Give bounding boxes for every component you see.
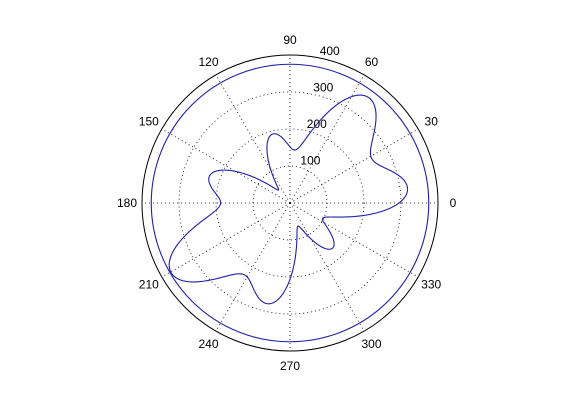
- angle-tick-label: 180: [117, 196, 137, 210]
- radial-grid-circle: [215, 128, 365, 278]
- series-layer: [150, 63, 430, 343]
- radial-tick-label: 300: [313, 81, 333, 95]
- angle-tick-label: 60: [365, 55, 379, 69]
- angle-tick-label: 210: [139, 278, 159, 292]
- angle-tick-label: 90: [283, 33, 297, 47]
- angle-tick-label: 0: [450, 196, 457, 210]
- label-layer: 0 30 60 90 120 150 180 210 240 270 300 330 100 200 300…: [117, 33, 457, 373]
- radial-tick-label: 400: [320, 44, 340, 58]
- angular-grid-spoke: [161, 128, 291, 204]
- radial-tick-label: 100: [300, 154, 320, 168]
- angle-tick-label: 240: [198, 337, 218, 351]
- angular-grid-spoke: [215, 202, 291, 332]
- angle-tick-label: 30: [425, 115, 439, 129]
- angular-grid-spoke: [215, 74, 291, 204]
- angular-grid-spoke: [289, 202, 419, 278]
- angle-tick-label: 330: [421, 278, 441, 292]
- grid-layer: [141, 54, 439, 352]
- angular-grid-spoke: [161, 202, 291, 278]
- angle-tick-label: 150: [139, 115, 159, 129]
- angle-tick-label: 120: [198, 55, 218, 69]
- angular-grid-spoke: [289, 128, 419, 204]
- radial-grid-circle: [178, 91, 402, 315]
- angle-tick-label: 300: [361, 337, 381, 351]
- angle-tick-label: 270: [280, 359, 300, 373]
- angular-grid-spoke: [289, 202, 365, 332]
- series-curve: [168, 94, 409, 305]
- angular-grid-spoke: [289, 74, 365, 204]
- radial-tick-label: 200: [307, 117, 327, 131]
- series-outer-ring: [150, 63, 430, 343]
